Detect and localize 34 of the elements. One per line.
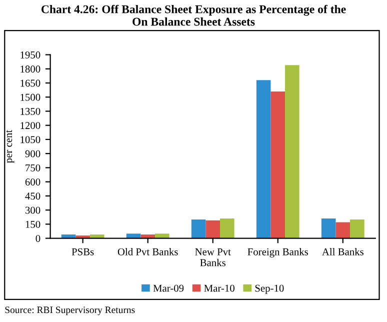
x-tick-label: Old Pvt Banks xyxy=(118,248,178,256)
bar xyxy=(350,219,364,238)
legend-label: Sep-10 xyxy=(255,284,284,294)
x-tick-label: Foreign Banks xyxy=(248,248,308,258)
bar xyxy=(220,218,234,238)
y-tick-label: 600 xyxy=(25,178,40,186)
bar xyxy=(321,218,336,238)
y-tick-label: 1950 xyxy=(20,51,40,58)
y-tick-label: 1800 xyxy=(20,66,40,73)
y-tick-label: 450 xyxy=(25,192,40,200)
y-tick-label: 1350 xyxy=(20,108,40,115)
chart-title: Chart 4.26: Off Balance Sheet Exposure as Percentage of the On Balance Sheet Assets xyxy=(41,4,346,26)
bar xyxy=(206,220,220,238)
bar xyxy=(336,222,350,238)
y-tick-label: 900 xyxy=(25,150,40,158)
bar xyxy=(191,219,206,238)
y-tick-label: 300 xyxy=(25,206,40,214)
bar xyxy=(285,65,300,238)
source-note: Source: RBI Supervisory Returns xyxy=(5,306,135,316)
y-axis-title: per cent xyxy=(6,130,14,163)
x-tick-label: New Pvt Banks xyxy=(195,248,231,266)
y-tick-label: 150 xyxy=(26,220,40,228)
legend-label: Mar-10 xyxy=(204,284,234,292)
y-tick-label: 750 xyxy=(26,164,40,172)
x-tick-label: PSBs xyxy=(72,248,94,256)
y-tick-label: 1050 xyxy=(20,136,40,144)
x-tick-label: All Banks xyxy=(322,248,364,256)
y-tick-label: 1500 xyxy=(20,94,40,101)
y-tick-label: 1650 xyxy=(20,80,40,87)
legend-label: Mar-09 xyxy=(153,284,184,292)
y-tick-label: 0 xyxy=(36,234,40,242)
bar xyxy=(270,91,286,238)
bar xyxy=(256,80,271,238)
y-tick-label: 1200 xyxy=(20,122,40,130)
